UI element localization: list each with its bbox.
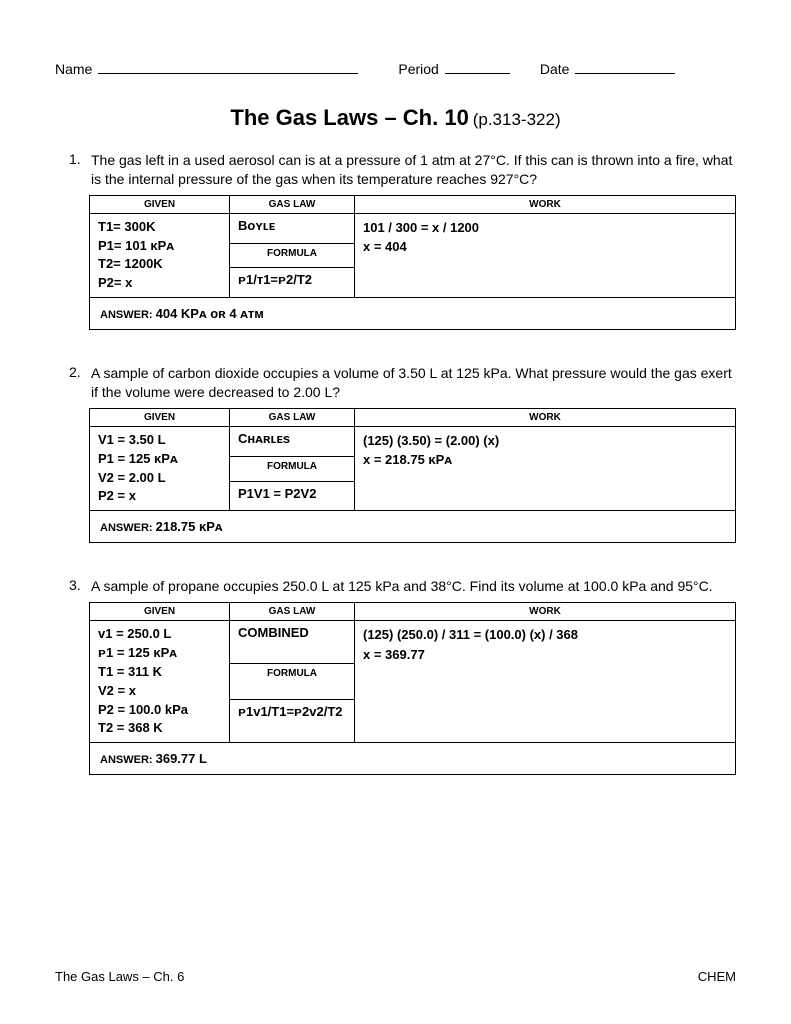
question-number: 3. bbox=[69, 577, 91, 596]
footer-left: The Gas Laws – Ch. 6 bbox=[55, 969, 184, 984]
formula-cell: ᴘ1ᴠ1/T1=ᴘ2ᴠ2/T2 bbox=[230, 700, 355, 743]
title-main: The Gas Laws – Ch. 10 bbox=[230, 105, 468, 130]
answer-cell: ANSWER: 218.75 ᴋPᴀ bbox=[90, 511, 736, 543]
question-text: A sample of carbon dioxide occupies a vo… bbox=[91, 364, 736, 402]
answer-cell: ANSWER: 404 KPᴀ ᴏʀ 4 ᴀᴛᴍ bbox=[90, 298, 736, 330]
footer-right: CHEM bbox=[698, 969, 736, 984]
question-block: 2.A sample of carbon dioxide occupies a … bbox=[55, 364, 736, 543]
col-header: GAS LAW bbox=[230, 195, 355, 213]
question-text: A sample of propane occupies 250.0 L at … bbox=[91, 577, 736, 596]
given-cell: ᴠ1 = 250.0 Lᴘ1 = 125 ᴋPᴀT1 = 311 KV2 = x… bbox=[90, 621, 230, 743]
work-cell: (125) (250.0) / 311 = (100.0) (x) / 368x… bbox=[355, 621, 736, 743]
period-label: Period bbox=[398, 61, 438, 77]
problem-table: GIVENGAS LAWWORK T1= 300KP1= 101 ᴋPᴀT2= 1… bbox=[89, 195, 736, 330]
question-text: The gas left in a used aerosol can is at… bbox=[91, 151, 736, 189]
name-blank[interactable] bbox=[98, 60, 358, 74]
col-header: WORK bbox=[355, 195, 736, 213]
gas-law-cell: Bᴏʏʟᴇ bbox=[230, 213, 355, 243]
header-fields: Name Period Date bbox=[55, 60, 736, 77]
formula-header: FORMULA bbox=[230, 456, 355, 481]
col-header: WORK bbox=[355, 408, 736, 426]
col-header: WORK bbox=[355, 603, 736, 621]
work-cell: (125) (3.50) = (2.00) (x)x = 218.75 ᴋPᴀ bbox=[355, 426, 736, 510]
problem-table: GIVENGAS LAWWORK ᴠ1 = 250.0 Lᴘ1 = 125 ᴋPᴀ… bbox=[89, 602, 736, 775]
date-label: Date bbox=[540, 61, 570, 77]
formula-header: FORMULA bbox=[230, 243, 355, 268]
title-sub: (p.313-322) bbox=[473, 110, 561, 129]
col-header: GIVEN bbox=[90, 408, 230, 426]
formula-cell: ᴘ1/ᴛ1=ᴘ2/T2 bbox=[230, 268, 355, 298]
gas-law-cell: COMBINED bbox=[230, 621, 355, 664]
question-block: 3.A sample of propane occupies 250.0 L a… bbox=[55, 577, 736, 775]
date-blank[interactable] bbox=[575, 60, 675, 74]
formula-header: FORMULA bbox=[230, 664, 355, 700]
gas-law-cell: Cʜᴀʀʟᴇs bbox=[230, 426, 355, 456]
question-number: 2. bbox=[69, 364, 91, 402]
col-header: GAS LAW bbox=[230, 408, 355, 426]
col-header: GIVEN bbox=[90, 195, 230, 213]
page-footer: The Gas Laws – Ch. 6 CHEM bbox=[55, 969, 736, 984]
question-block: 1.The gas left in a used aerosol can is … bbox=[55, 151, 736, 330]
period-blank[interactable] bbox=[445, 60, 510, 74]
work-cell: 101 / 300 = x / 1200x = 404 bbox=[355, 213, 736, 297]
problem-table: GIVENGAS LAWWORK V1 = 3.50 LP1 = 125 ᴋPᴀV… bbox=[89, 408, 736, 543]
answer-cell: ANSWER: 369.77 L bbox=[90, 743, 736, 775]
name-label: Name bbox=[55, 61, 92, 77]
question-number: 1. bbox=[69, 151, 91, 189]
given-cell: T1= 300KP1= 101 ᴋPᴀT2= 1200KP2= x bbox=[90, 213, 230, 297]
given-cell: V1 = 3.50 LP1 = 125 ᴋPᴀV2 = 2.00 LP2 = x bbox=[90, 426, 230, 510]
formula-cell: P1V1 = P2V2 bbox=[230, 481, 355, 511]
page-title: The Gas Laws – Ch. 10 (p.313-322) bbox=[55, 105, 736, 131]
col-header: GAS LAW bbox=[230, 603, 355, 621]
col-header: GIVEN bbox=[90, 603, 230, 621]
